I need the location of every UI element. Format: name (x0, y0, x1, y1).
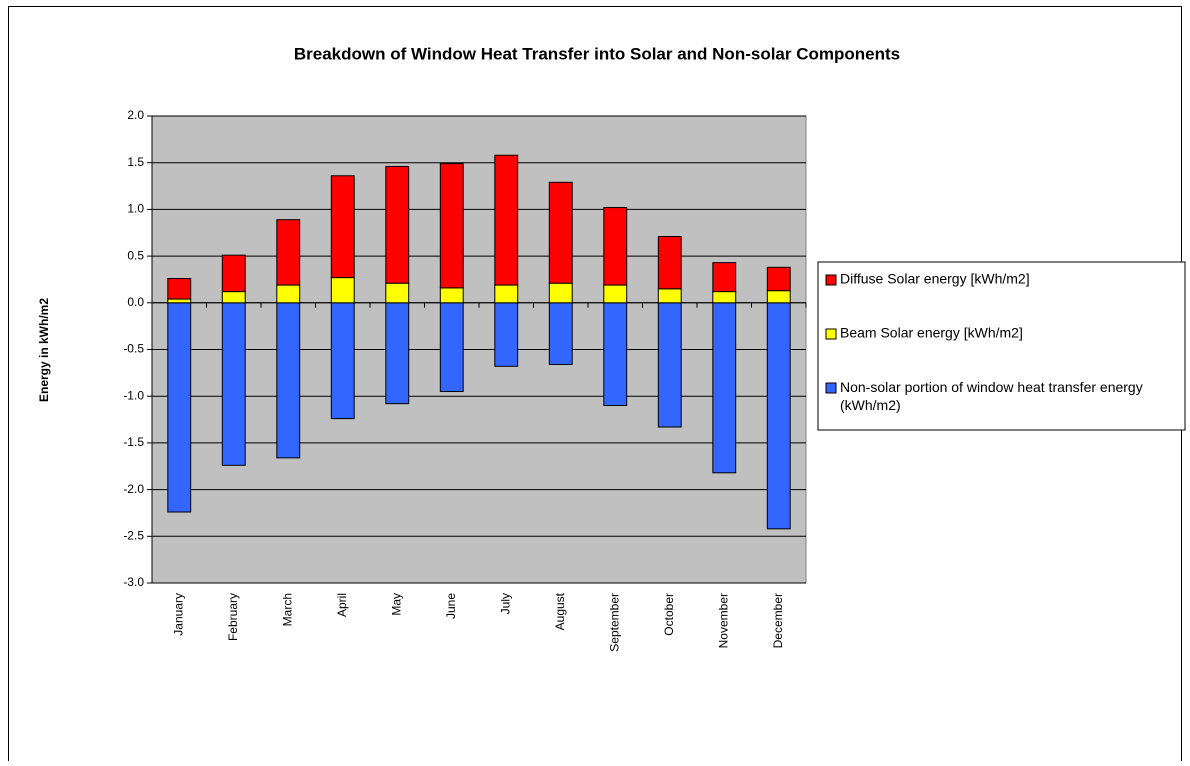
bar-segment (494, 284, 519, 304)
bar-segment (276, 284, 301, 304)
bar-segment (766, 302, 791, 530)
legend: Diffuse Solar energy [kWh/m2] Beam Solar … (817, 261, 1186, 431)
x-tick-label: October (662, 593, 676, 636)
bar-segment (494, 154, 519, 286)
chart-title: Breakdown of Window Heat Transfer into S… (294, 44, 900, 63)
bar-segment (439, 287, 464, 304)
bar-segment (385, 165, 410, 284)
bar-segment (712, 262, 737, 293)
x-tick-label: August (553, 592, 567, 630)
legend-swatch (825, 274, 837, 286)
x-tick-label: February (226, 593, 240, 641)
legend-label: Beam Solar energy [kWh/m2] (840, 325, 1023, 341)
y-tick-label: -0.5 (123, 342, 144, 356)
bar-segment (439, 302, 464, 393)
x-tick-label: September (607, 593, 621, 652)
x-tick-label: March (280, 593, 294, 626)
x-tick-label: July (498, 593, 512, 614)
bar-segment (548, 282, 573, 304)
legend-swatch (825, 328, 837, 340)
bar-segment (603, 302, 628, 407)
y-tick-label: 0.5 (127, 248, 144, 262)
bar-segment (330, 175, 355, 279)
y-axis-label: Energy in kWh/m2 (37, 298, 51, 402)
bar-segment (221, 302, 246, 466)
x-tick-label: November (716, 593, 730, 648)
y-tick-label: 0.0 (127, 295, 144, 309)
bar-segment (712, 302, 737, 474)
bar-segment (167, 278, 192, 300)
bar-segment (276, 219, 301, 286)
bar-segment (657, 302, 682, 428)
y-tick-label: -1.5 (123, 435, 144, 449)
bar-segment (167, 298, 192, 304)
y-tick-label: 2.0 (127, 108, 144, 122)
bar-segment (221, 291, 246, 304)
legend-box (817, 261, 1186, 431)
x-tick-label: May (389, 593, 403, 616)
bar-segment (330, 277, 355, 304)
bar-segment (548, 302, 573, 365)
bar-segment (385, 302, 410, 405)
bar-segment (385, 282, 410, 304)
y-tick-label: -3.0 (123, 575, 144, 589)
legend-label: Non-solar portion of window heat transfe… (840, 379, 1143, 413)
bar-segment (657, 235, 682, 290)
y-tick-label: 1.5 (127, 155, 144, 169)
y-tick-label: -2.0 (123, 482, 144, 496)
bar-segment (276, 302, 301, 459)
x-tick-label: January (171, 593, 185, 636)
bar-segment (603, 207, 628, 286)
bar-segment (439, 163, 464, 289)
bar-segment (766, 290, 791, 304)
legend-label: Diffuse Solar energy [kWh/m2] (840, 271, 1030, 287)
y-tick-label: -2.5 (123, 528, 144, 542)
bar-segment (603, 284, 628, 304)
legend-label-line: Non-solar portion of window heat transfe… (840, 379, 1143, 395)
bar-segment (221, 254, 246, 293)
x-tick-label: December (771, 593, 785, 648)
bar-segment (548, 181, 573, 284)
legend-label-line: (kWh/m2) (840, 397, 901, 413)
bar-segment (330, 302, 355, 420)
bar-segment (167, 302, 192, 513)
x-tick-label: June (444, 593, 458, 619)
y-tick-label: 1.0 (127, 202, 144, 216)
x-tick-label: April (335, 593, 349, 617)
y-tick-label: -1.0 (123, 388, 144, 402)
bar-segment (657, 288, 682, 304)
bar-segment (766, 266, 791, 292)
bar-segment (494, 302, 519, 367)
bar-segment (712, 291, 737, 304)
legend-swatch (825, 382, 837, 394)
